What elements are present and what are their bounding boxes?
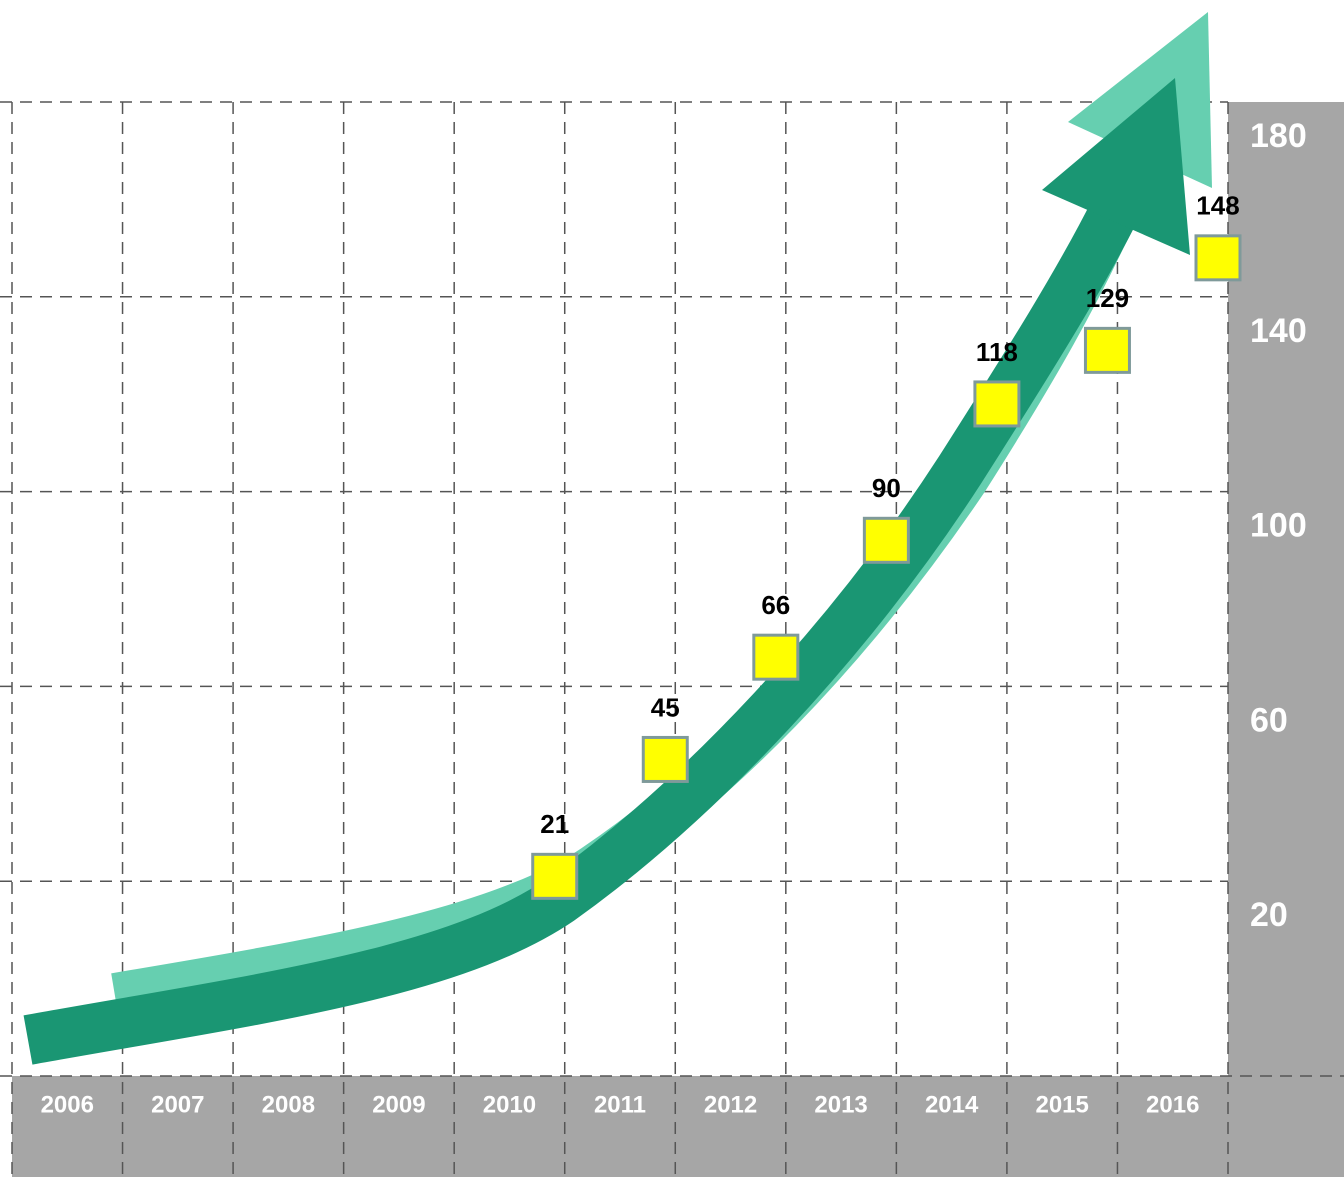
data-point (864, 518, 908, 562)
arrow-body (28, 210, 1115, 1040)
data-label: 21 (540, 809, 569, 839)
x-tick-label: 2016 (1146, 1091, 1199, 1118)
x-tick-label: 2014 (925, 1091, 979, 1118)
x-tick-label: 2007 (151, 1091, 204, 1118)
y-tick-label: 20 (1250, 896, 1288, 934)
data-label: 90 (872, 473, 901, 503)
data-point (643, 737, 687, 781)
data-point (1196, 236, 1240, 280)
data-label: 148 (1196, 191, 1239, 221)
data-point (754, 635, 798, 679)
y-tick-label: 140 (1250, 312, 1307, 350)
data-label: 129 (1086, 283, 1129, 313)
y-tick-label: 100 (1250, 507, 1307, 545)
data-label: 45 (651, 692, 680, 722)
x-tick-label: 2010 (483, 1091, 536, 1118)
x-tick-label: 2011 (594, 1091, 646, 1118)
x-tick-label: 2008 (262, 1091, 315, 1118)
x-tick-label: 2015 (1035, 1091, 1088, 1118)
page: {"chart_data": {"type": "scatter", "cate… (0, 0, 1344, 1177)
x-tick-label: 2006 (41, 1091, 94, 1118)
y-axis-band (1228, 102, 1344, 1177)
x-tick-label: 2009 (372, 1091, 425, 1118)
growth-arrow (28, 12, 1212, 1040)
data-point (1085, 328, 1129, 372)
data-label: 66 (761, 590, 790, 620)
data-point (533, 854, 577, 898)
x-tick-label: 2013 (814, 1091, 867, 1118)
y-tick-label: 60 (1250, 701, 1288, 739)
data-label: 118 (976, 337, 1018, 367)
y-tick-label: 180 (1250, 117, 1307, 155)
data-point (975, 382, 1019, 426)
chart: 21 45 66 90 118 129 148 20 60 100 140 180 2006 2007 2… (0, 0, 1344, 1177)
x-tick-label: 2012 (704, 1091, 757, 1118)
